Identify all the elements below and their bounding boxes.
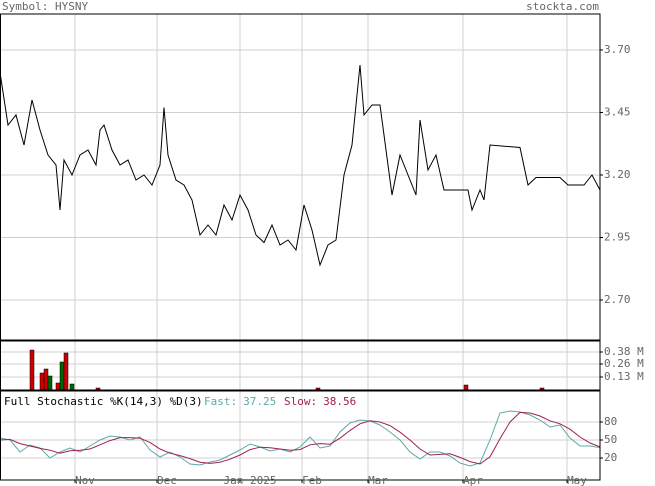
volume-bar — [69, 383, 75, 391]
x-tick-label: Feb — [302, 474, 322, 486]
y-tick-label: 0.26 M — [604, 357, 644, 370]
x-tick-label: May — [567, 474, 587, 486]
readout-value: 38.56 — [323, 395, 356, 408]
price-line — [0, 64, 601, 267]
volume-bar — [463, 384, 469, 391]
y-tick-label: 3.70 — [604, 43, 631, 56]
y-tick-label: 20 — [604, 451, 617, 464]
panel-border — [0, 390, 601, 481]
volume-bar — [29, 349, 35, 391]
price-line — [0, 410, 601, 467]
readout-name: Fast: — [204, 395, 237, 408]
volume-bar — [55, 382, 61, 391]
panel-border — [0, 340, 601, 391]
volume-bar — [63, 352, 69, 391]
volume-bar — [39, 372, 45, 391]
y-tick-label: 80 — [604, 415, 617, 428]
volume-bar — [47, 375, 53, 391]
volume-bar — [59, 361, 65, 391]
y-tick-label: 0.13 M — [604, 370, 644, 383]
y-tick-label: 2.95 — [604, 231, 631, 244]
y-tick-label: 0.38 M — [604, 345, 644, 358]
readout-value: 37.25 — [243, 395, 276, 408]
readout-name: Slow: — [284, 395, 317, 408]
volume-bar — [43, 368, 49, 391]
panel-border — [0, 13, 601, 341]
symbol: Symbol: HYSNY — [2, 0, 88, 13]
y-tick-label: 3.20 — [604, 168, 631, 181]
y-tick-label: 50 — [604, 433, 617, 446]
y-tick-label: 2.70 — [604, 293, 631, 306]
x-tick-label: Dec — [157, 474, 177, 486]
y-tick-label: 3.45 — [604, 106, 631, 119]
x-tick-label: Mar — [368, 474, 388, 486]
x-tick-label: Nov — [75, 474, 95, 486]
site: stockta.com — [526, 0, 599, 13]
stoch-title: Full Stochastic %K(14,3) %D(3) — [4, 395, 203, 408]
x-tick-label: Apr — [463, 474, 483, 486]
x-tick-label: Jan 2025 — [224, 474, 277, 486]
price-line — [0, 411, 601, 465]
